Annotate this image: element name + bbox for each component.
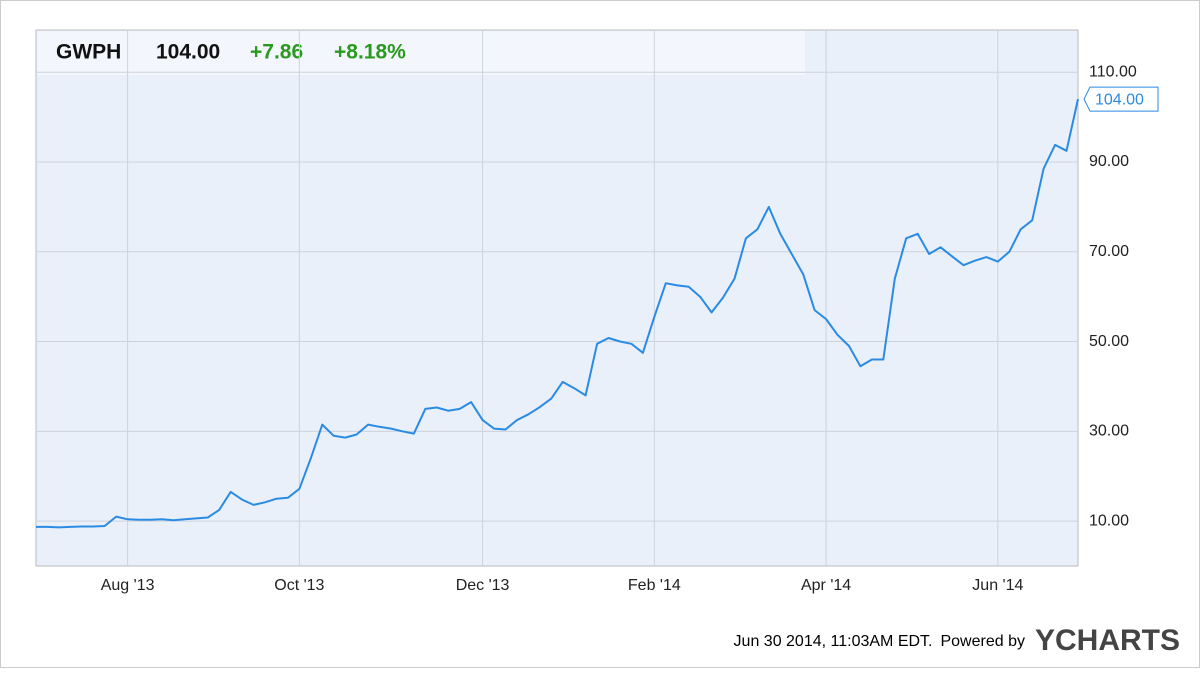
change: +7.86: [250, 41, 303, 64]
price-line: [36, 98, 1079, 529]
change-percent: +8.18%: [334, 41, 406, 64]
y-tick-label: 50.00: [1089, 333, 1129, 350]
header-box: [37, 31, 805, 75]
x-tick-label: Apr '14: [801, 577, 851, 594]
x-tick-label: Aug '13: [101, 577, 155, 594]
timestamp: Jun 30 2014, 11:03AM EDT.: [734, 633, 933, 650]
x-tick-label: Feb '14: [628, 577, 681, 594]
last-value-box: [1083, 86, 1159, 112]
y-tick-label: 70.00: [1089, 243, 1129, 260]
plot-area: [35, 29, 1079, 567]
symbol: GWPH: [56, 41, 121, 64]
brand: YCHARTS: [1035, 624, 1180, 657]
powered-by: Powered by: [940, 633, 1025, 650]
price: 104.00: [156, 41, 220, 64]
last-value-label: 104.00: [1095, 91, 1144, 108]
x-tick-label: Dec '13: [456, 577, 510, 594]
y-tick-label: 30.00: [1089, 423, 1129, 440]
y-tick-label: 10.00: [1089, 512, 1129, 529]
y-tick-label: 110.00: [1089, 63, 1137, 80]
x-tick-label: Oct '13: [274, 577, 324, 594]
x-tick-label: Jun '14: [972, 577, 1023, 594]
y-tick-label: 90.00: [1089, 153, 1129, 170]
footer: Jun 30 2014, 11:03AM EDT. Powered by YCHAR…: [734, 624, 1180, 657]
